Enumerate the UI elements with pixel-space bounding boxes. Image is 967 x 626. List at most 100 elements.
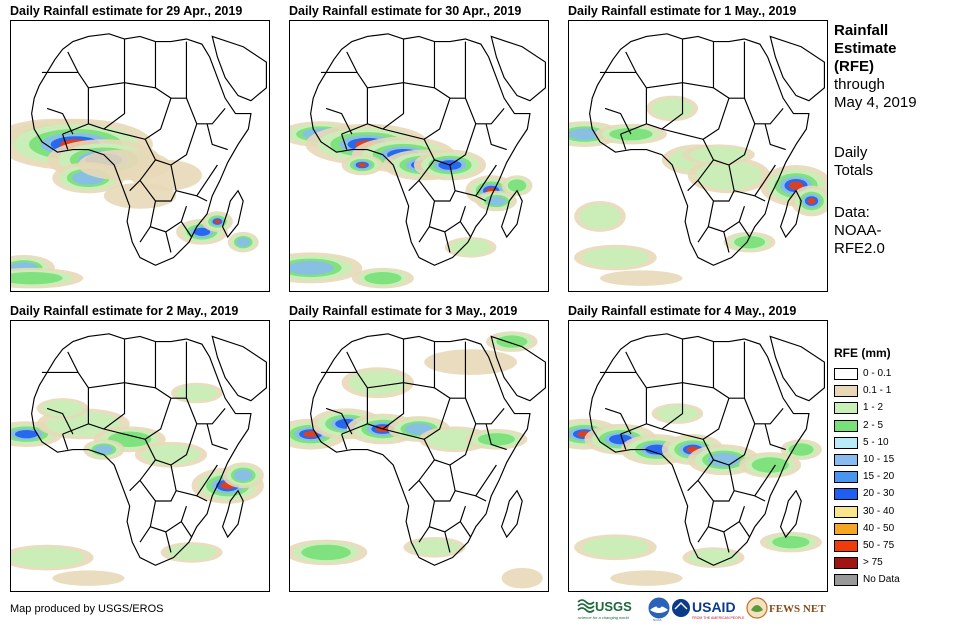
legend-swatch	[834, 453, 858, 466]
legend-label: 0 - 0.1	[863, 368, 892, 379]
rainfall-area	[41, 400, 84, 417]
usgs-logo: USGS science for a changing world	[577, 599, 632, 620]
rainfall-area	[734, 235, 766, 249]
legend-swatch	[834, 505, 858, 518]
rainfall-area	[651, 98, 693, 119]
rainfall-area	[52, 570, 125, 586]
rainfall-area	[501, 567, 543, 589]
rainfall-area	[193, 227, 211, 236]
rainfall-area	[487, 196, 506, 206]
usaid-text: USAID	[692, 599, 736, 615]
rainfall-area	[290, 260, 334, 275]
usgs-tagline: science for a changing world	[578, 615, 629, 620]
rainfall-map	[290, 331, 547, 589]
rainfall-area	[129, 159, 202, 191]
fews-net-logo: FEWS NET	[746, 597, 826, 619]
noaa-text: NOAA	[653, 618, 662, 622]
legend-label: > 75	[863, 557, 883, 569]
rainfall-area	[707, 452, 741, 467]
legend-swatch	[834, 557, 858, 570]
rainfall-area	[236, 237, 251, 247]
info-title-line: Estimate	[834, 40, 897, 57]
rainfall-area	[142, 444, 200, 465]
rainfall-area	[582, 537, 649, 558]
legend-swatch	[834, 385, 858, 398]
rainfall-area	[11, 547, 85, 568]
rainfall-area	[496, 335, 528, 348]
rainfall-map-panel	[10, 320, 270, 592]
rainfall-area	[364, 271, 402, 285]
legend-label: 2 - 5	[863, 419, 884, 431]
rainfall-map	[11, 333, 268, 586]
rainfall-area	[301, 544, 351, 561]
rainfall-area	[582, 247, 649, 268]
legend-swatch	[834, 522, 858, 535]
legend-swatch	[834, 539, 858, 552]
rainfall-area	[303, 431, 318, 438]
rainfall-area	[507, 179, 527, 192]
map-info: Rainfall Estimate (RFE) through May 4, 2…	[834, 22, 964, 258]
legend-label: 10 - 15	[863, 453, 895, 465]
rainfall-area	[610, 570, 683, 586]
rainfall-area	[103, 183, 177, 209]
rainfall-area	[569, 128, 601, 140]
fews-net-text: FEWS NET	[769, 603, 826, 615]
rainfall-map	[11, 33, 268, 289]
rainfall-layer	[569, 403, 822, 586]
legend-swatch	[834, 471, 858, 484]
legend-swatch	[834, 402, 858, 415]
rainfall-area	[214, 219, 221, 224]
usaid-tagline: FROM THE AMERICAN PEOPLE	[692, 616, 745, 620]
usgs-text: USGS	[595, 599, 632, 614]
rainfall-area	[695, 160, 762, 190]
panel-title: Daily Rainfall estimate for 30 Apr., 201…	[289, 4, 522, 18]
legend-label: 30 - 40	[863, 505, 895, 517]
info-title-line: Rainfall	[834, 22, 889, 39]
legend-label: No Data	[863, 574, 900, 586]
rainfall-area	[166, 544, 217, 561]
legend-title: RFE (mm)	[834, 346, 891, 360]
legend-label: 15 - 20	[863, 471, 895, 483]
legend-label: 1 - 2	[863, 402, 884, 414]
legend-swatch	[834, 488, 858, 501]
rainfall-area	[11, 271, 63, 285]
rainfall-map	[569, 33, 827, 286]
panel-title: Daily Rainfall estimate for 3 May., 2019	[289, 304, 518, 318]
info-data-source: RFE2.0	[834, 240, 885, 257]
rainfall-area	[772, 535, 810, 549]
rainfall-area	[579, 204, 621, 229]
legend-swatch	[834, 419, 858, 432]
rainfall-area	[426, 429, 485, 450]
rainfall-area	[689, 146, 748, 163]
rainfall-area	[688, 549, 739, 566]
rainfall-map-panel	[10, 20, 270, 292]
rainfall-area	[599, 270, 683, 286]
panel-title: Daily Rainfall estimate for 29 Apr., 201…	[10, 4, 243, 18]
rainfall-area	[656, 405, 698, 422]
info-date: May 4, 2019	[834, 94, 917, 111]
rainfall-area	[477, 433, 515, 446]
legend-label: 40 - 50	[863, 522, 895, 534]
legend-swatch	[834, 368, 858, 380]
legend-label: 0.1 - 1	[863, 385, 892, 397]
rainfall-area	[14, 430, 39, 439]
info-data-source: NOAA-	[834, 222, 882, 239]
legend-label: 5 - 10	[863, 436, 889, 448]
legend-swatch	[834, 574, 858, 587]
rainfall-map-panel	[568, 20, 828, 292]
rainfall-map-panel	[289, 20, 549, 292]
rainfall-map-panel	[289, 320, 549, 592]
rainfall-area	[358, 162, 367, 168]
panel-title: Daily Rainfall estimate for 4 May., 2019	[568, 304, 797, 318]
legend-swatch	[834, 436, 858, 449]
legend-label: 50 - 75	[863, 539, 895, 551]
info-data-label: Data:	[834, 204, 870, 221]
rainfall-area	[807, 197, 816, 205]
rainfall-area	[788, 181, 804, 190]
noaa-logo: NOAA	[647, 596, 671, 622]
rainfall-layer	[290, 121, 533, 289]
rainfall-map	[569, 333, 826, 586]
partner-logos: USGS science for a changing world NOAA U…	[577, 596, 826, 622]
rainfall-area	[94, 444, 114, 455]
rainfall-area	[751, 457, 789, 473]
